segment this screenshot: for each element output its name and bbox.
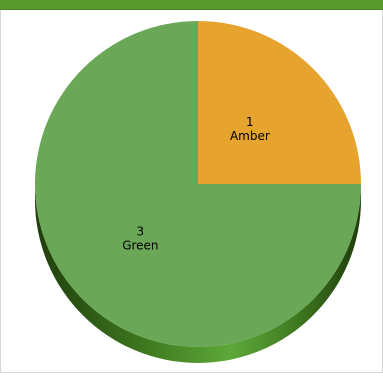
slice-label-amber: Amber [230,129,270,143]
pie-slices [35,21,361,347]
slice-value-amber: 1 [246,115,254,129]
panel-header-bar [0,0,383,10]
slice-value-green: 3 [137,225,145,239]
pie-slice-green[interactable] [35,21,361,347]
pie-slice-amber[interactable] [198,21,361,184]
slice-label-green: Green [122,239,158,253]
